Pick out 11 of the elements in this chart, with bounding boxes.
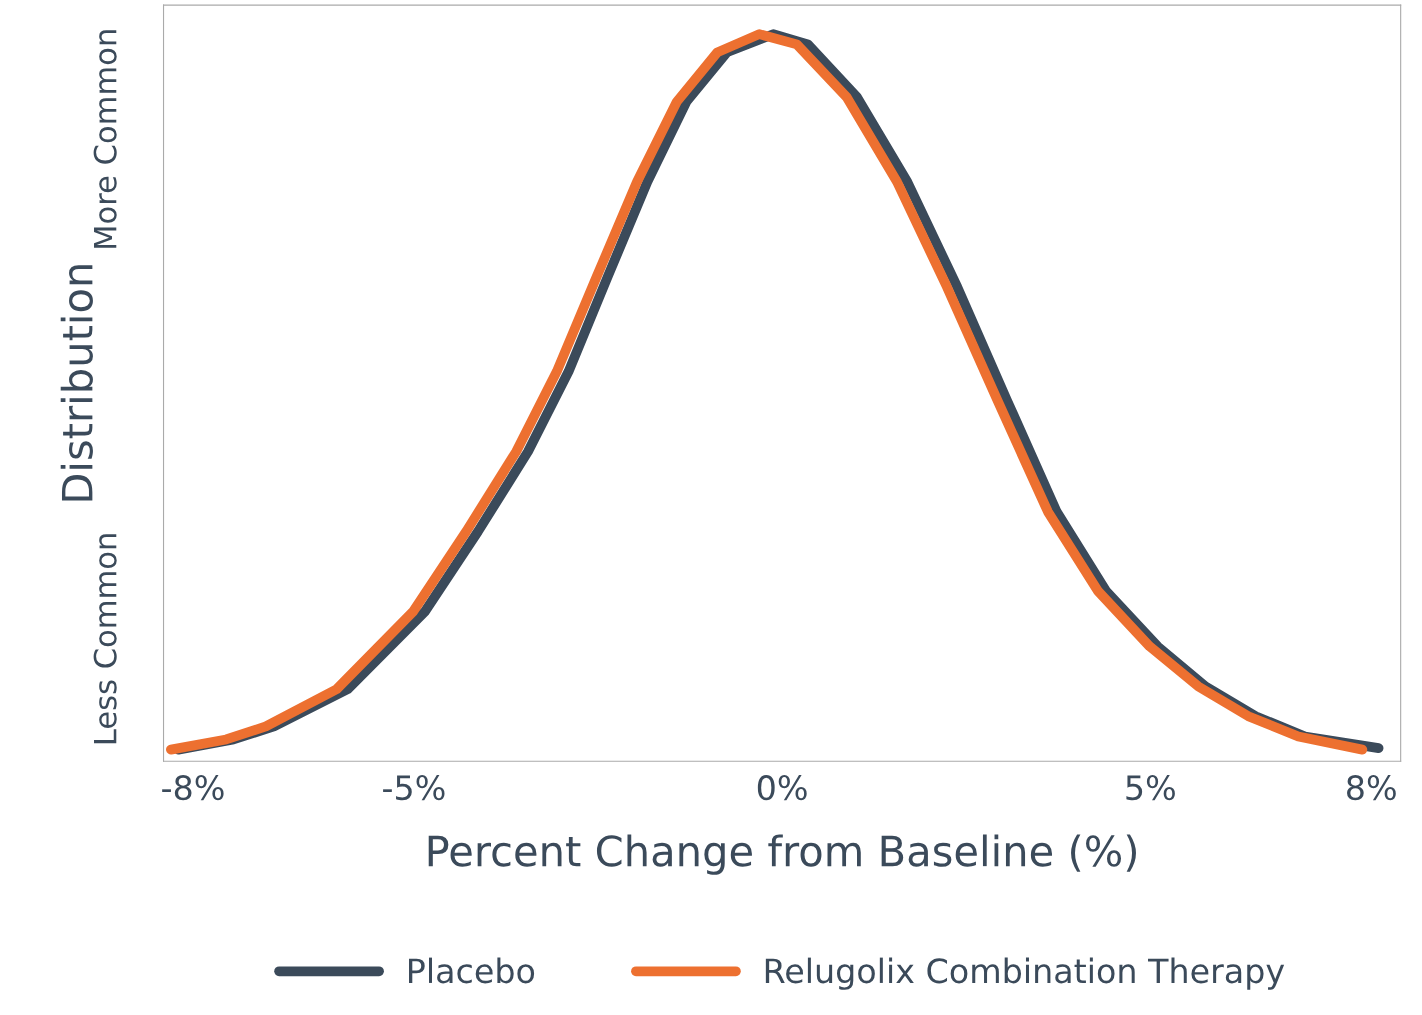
text: Less Common bbox=[93, 534, 117, 744]
legend-label: Relugolix Combination Therapy bbox=[765, 957, 1285, 990]
legend-label: Placebo bbox=[409, 957, 535, 984]
text: More Common bbox=[93, 30, 117, 248]
x-tick-label: 0% bbox=[757, 775, 807, 801]
x-axis-title: Percent Change from Baseline (%) bbox=[428, 834, 1136, 875]
x-tick-label: -5% bbox=[383, 775, 445, 801]
x-tick-label: 8% bbox=[1347, 775, 1396, 801]
x-tick-label: -8% bbox=[162, 775, 224, 801]
y-axis-title: Distribution bbox=[60, 265, 93, 501]
x-tick-label: 5% bbox=[1126, 775, 1175, 801]
